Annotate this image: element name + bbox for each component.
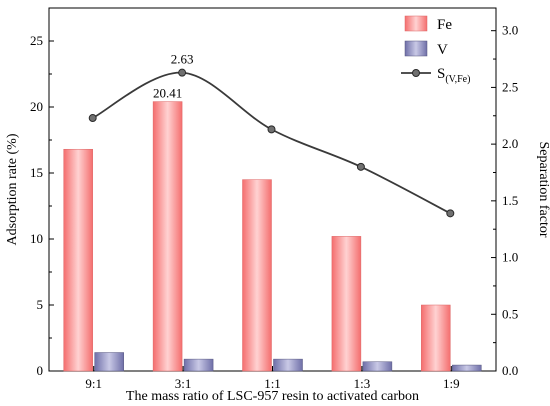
annotations-layer: 20.41 2.63: [153, 52, 194, 101]
y2-tick-label: 2.0: [502, 136, 518, 151]
y2-axis-title: Separation factor: [536, 141, 550, 237]
line-layer: [88, 68, 455, 218]
bar-fe: [331, 236, 362, 372]
x-tick-label: 9:1: [85, 376, 102, 391]
y2-tick-label: 1.5: [502, 193, 518, 208]
bar-fe: [152, 101, 183, 372]
bar-fe: [421, 304, 451, 372]
bar-v: [452, 364, 482, 372]
bar-fe: [242, 179, 272, 372]
data-label: 20.41: [153, 86, 182, 101]
y-tick-label: 15: [30, 165, 43, 180]
y-axis-title: Adsorption rate (%): [5, 133, 20, 245]
x-axis-title: The mass ratio of LSC-957 resin to activ…: [126, 389, 419, 404]
bar-v: [94, 352, 124, 372]
legend-label-v: V: [437, 42, 448, 58]
x-tick-label: 1:9: [443, 376, 460, 391]
bar-v: [362, 361, 393, 372]
y2-tick-label: 1.0: [502, 250, 518, 265]
legend-label-s-sub: (V,Fe): [445, 74, 470, 85]
y2-tick-label: 0.5: [502, 306, 518, 321]
legend-swatch-v: [404, 40, 428, 57]
x-tick-label: 1:1: [264, 376, 281, 391]
y2-tick-label: 0.0: [502, 363, 518, 378]
right-axis: 0.0 0.5 1.0 1.5 2.0 2.5 3.0: [491, 23, 518, 378]
legend-swatch-fe: [404, 15, 428, 32]
separation-factor-point: [267, 125, 276, 134]
left-axis: 0 5 10 15 20 25: [30, 33, 54, 378]
y-tick-label: 5: [37, 297, 44, 312]
bar-v: [273, 358, 303, 372]
y-tick-label: 20: [30, 99, 43, 114]
separation-factor-point: [356, 162, 365, 171]
x-tick-label: 3:1: [175, 376, 192, 391]
separation-factor-point: [178, 68, 187, 77]
legend-label-s: S(V,Fe): [437, 66, 470, 85]
y2-tick-label: 3.0: [502, 23, 518, 38]
data-label: 2.63: [171, 52, 194, 67]
bar-fe: [63, 148, 93, 372]
bars-layer: [63, 101, 482, 372]
x-axis: 9:1 3:1 1:1 1:3 1:9: [85, 366, 460, 391]
y2-tick-label: 2.5: [502, 79, 518, 94]
legend-swatch-point: [412, 69, 420, 77]
separation-factor-point: [446, 209, 455, 218]
legend: Fe V S(V,Fe): [401, 15, 470, 85]
legend-label-fe: Fe: [437, 17, 452, 33]
y-tick-label: 0: [37, 363, 44, 378]
bar-v: [183, 358, 214, 372]
separation-factor-point: [88, 114, 97, 123]
y-tick-label: 10: [30, 231, 43, 246]
y-tick-label: 25: [30, 33, 43, 48]
x-tick-label: 1:3: [354, 376, 371, 391]
